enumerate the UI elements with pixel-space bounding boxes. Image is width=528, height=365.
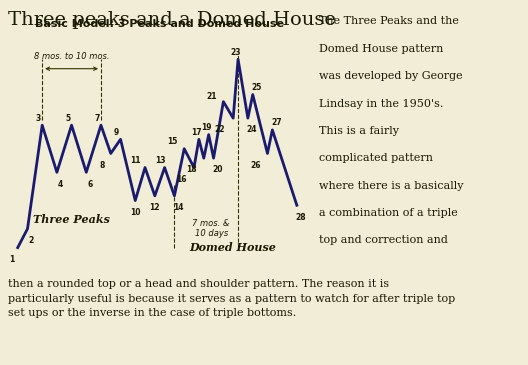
- Title: Basic Model: 3 Peaks and Domed House: Basic Model: 3 Peaks and Domed House: [35, 19, 284, 29]
- Text: a combination of a triple: a combination of a triple: [319, 208, 458, 218]
- Text: 12: 12: [149, 203, 160, 212]
- Text: Three peaks and a Domed House: Three peaks and a Domed House: [8, 11, 336, 29]
- Text: 15: 15: [167, 137, 177, 146]
- Text: Lindsay in the 1950's.: Lindsay in the 1950's.: [319, 99, 444, 108]
- Text: Three Peaks: Three Peaks: [33, 214, 110, 225]
- Text: 19: 19: [201, 123, 212, 132]
- Text: 26: 26: [250, 161, 260, 170]
- Text: 28: 28: [296, 212, 306, 222]
- Text: complicated pattern: complicated pattern: [319, 153, 433, 163]
- Text: 5: 5: [65, 114, 70, 123]
- Text: 20: 20: [212, 165, 223, 174]
- Text: This is a fairly: This is a fairly: [319, 126, 400, 136]
- Text: 7 mos. &
10 days: 7 mos. & 10 days: [192, 219, 230, 238]
- Text: 13: 13: [155, 156, 166, 165]
- Text: 7: 7: [95, 114, 100, 123]
- Text: Domed House: Domed House: [190, 242, 277, 253]
- Text: 2: 2: [29, 236, 34, 245]
- Text: 8: 8: [99, 161, 105, 170]
- Text: The Three Peaks and the: The Three Peaks and the: [319, 16, 459, 26]
- Text: Domed House pattern: Domed House pattern: [319, 44, 444, 54]
- Text: then a rounded top or a head and shoulder pattern. The reason it is
particularly: then a rounded top or a head and shoulde…: [8, 279, 455, 318]
- Text: 6: 6: [88, 180, 93, 189]
- Text: 8 mos. to 10 mos.: 8 mos. to 10 mos.: [34, 53, 109, 61]
- Text: 14: 14: [173, 203, 184, 212]
- Text: 16: 16: [176, 175, 187, 184]
- Text: 3: 3: [36, 114, 41, 123]
- Text: 1: 1: [9, 255, 14, 264]
- Text: where there is a basically: where there is a basically: [319, 181, 464, 191]
- Text: 21: 21: [206, 92, 216, 101]
- Text: 27: 27: [271, 118, 281, 127]
- Text: 4: 4: [58, 180, 63, 189]
- Text: 22: 22: [214, 126, 225, 134]
- Text: top and correction and: top and correction and: [319, 235, 448, 245]
- Text: 9: 9: [114, 128, 119, 137]
- Text: 17: 17: [191, 128, 202, 137]
- Text: 23: 23: [230, 48, 241, 57]
- Text: 25: 25: [251, 83, 262, 92]
- Text: was developed by George: was developed by George: [319, 71, 463, 81]
- Text: 11: 11: [130, 156, 140, 165]
- Text: 10: 10: [130, 208, 140, 217]
- Text: 24: 24: [247, 126, 257, 134]
- Text: 18: 18: [186, 165, 197, 174]
